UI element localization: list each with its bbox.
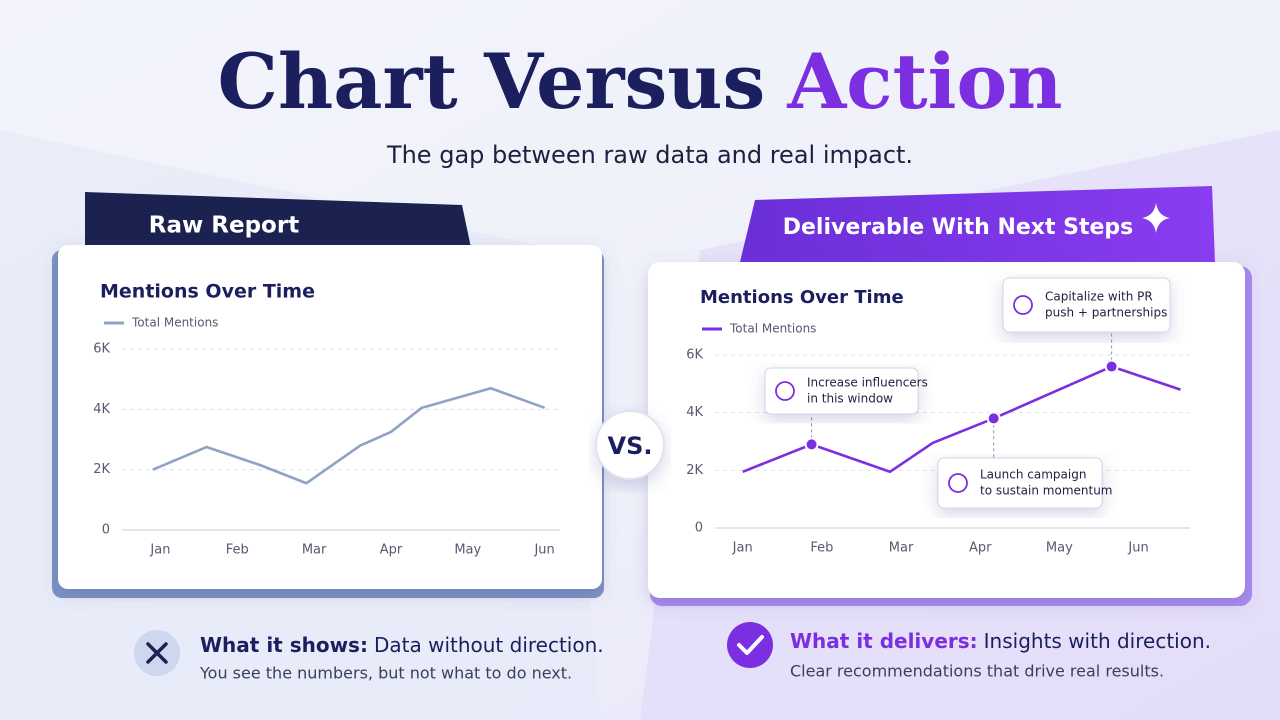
annotation-text: Launch campaign <box>980 468 1086 482</box>
tab-label: Raw Report <box>149 213 299 239</box>
title-main: Chart Versus <box>218 37 766 126</box>
annotation-text: push + partnerships <box>1045 306 1167 320</box>
subtitle: The gap between raw data and real impact… <box>386 141 913 169</box>
check-icon <box>737 635 764 655</box>
caption-head: What it delivers: <box>790 629 978 653</box>
caption-text: Insights with direction. <box>984 629 1211 653</box>
y-tick-label: 0 <box>695 521 703 536</box>
vs-label: VS. <box>608 432 653 460</box>
caption-sub: You see the numbers, but not what to do … <box>199 664 572 683</box>
x-tick-label: Feb <box>226 543 249 558</box>
y-tick-label: 2K <box>93 462 110 477</box>
x-tick-label: Jun <box>533 543 554 558</box>
legend-label: Total Mentions <box>131 316 218 330</box>
card-right <box>648 262 1245 598</box>
annotation-text: Capitalize with PR <box>1045 290 1153 304</box>
chart-title: Mentions Over Time <box>700 287 904 308</box>
x-tick-label: May <box>454 543 481 558</box>
x-tick-label: Feb <box>810 541 833 556</box>
y-tick-label: 6K <box>686 348 703 363</box>
annotation-box <box>937 457 1103 509</box>
annotation-icon <box>948 473 968 493</box>
y-tick-label: 0 <box>102 523 110 538</box>
x-icon <box>146 642 168 664</box>
annotation-box <box>764 367 919 415</box>
vs-badge <box>595 410 665 480</box>
legend-label: Total Mentions <box>729 322 816 336</box>
x-tick-label: Mar <box>302 543 327 558</box>
tab-right <box>740 186 1215 262</box>
annotation-text: in this window <box>807 392 893 406</box>
x-tick-label: Mar <box>889 541 914 556</box>
y-tick-label: 6K <box>93 342 110 357</box>
caption-right: What it delivers: Insights with direction… <box>790 629 1211 653</box>
card-left <box>58 245 602 589</box>
x-tick-label: Jun <box>1127 541 1148 556</box>
data-point <box>1104 359 1119 374</box>
annotation-text: Increase influencers <box>807 376 928 390</box>
data-point <box>986 411 1001 426</box>
tab-label: Deliverable With Next Steps <box>783 215 1134 240</box>
x-tick-label: Jan <box>732 541 753 556</box>
data-line <box>152 386 546 485</box>
annotation-icon <box>1013 295 1033 315</box>
annotation-box <box>1002 277 1171 333</box>
sparkle-icon <box>1142 203 1170 233</box>
x-tick-label: Jan <box>149 543 170 558</box>
page-title: Chart Versus Action <box>218 37 1063 126</box>
title-accent: Action <box>786 37 1062 126</box>
caption-sub: Clear recommendations that drive real re… <box>790 662 1164 681</box>
y-tick-label: 2K <box>686 463 703 478</box>
tab-left <box>85 192 474 262</box>
y-tick-label: 4K <box>686 405 703 420</box>
x-tick-label: Apr <box>380 543 403 558</box>
caption-text: Data without direction. <box>374 633 604 657</box>
data-point <box>804 437 819 452</box>
caption-head: What it shows: <box>200 633 368 657</box>
check-icon-bg <box>727 622 773 668</box>
chart-title: Mentions Over Time <box>100 281 315 303</box>
caption-left: What it shows: Data without direction. <box>200 633 604 657</box>
y-tick-label: 4K <box>93 402 110 417</box>
annotation-icon <box>775 381 795 401</box>
annotation-text: to sustain momentum <box>980 484 1113 498</box>
x-tick-label: May <box>1046 541 1073 556</box>
x-tick-label: Apr <box>969 541 992 556</box>
